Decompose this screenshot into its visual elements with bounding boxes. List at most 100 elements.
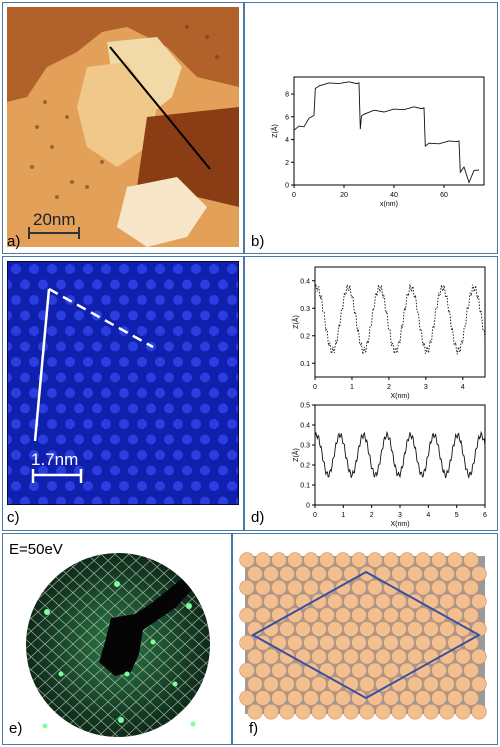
atom <box>327 593 343 610</box>
atom <box>319 552 335 568</box>
atom <box>391 648 407 665</box>
chart-d-bottom-plot-frame <box>314 404 486 506</box>
atom <box>271 579 287 596</box>
atom <box>447 690 463 706</box>
atom <box>367 662 383 679</box>
panel-c-label: c) <box>7 509 20 526</box>
atom <box>335 552 351 568</box>
atom <box>447 607 463 623</box>
atom <box>415 552 431 568</box>
atom <box>391 566 407 582</box>
chart-b-y-axis-label: Z(Å) <box>270 124 279 138</box>
chart-d-top-y-axis-label: Z(Å) <box>291 315 300 329</box>
atom <box>239 607 255 623</box>
atom <box>287 690 303 706</box>
atom <box>239 635 255 651</box>
atom <box>311 704 327 720</box>
panel-c: 1.7nm c) <box>2 256 244 531</box>
atom <box>463 552 479 568</box>
atom <box>311 621 327 637</box>
atom <box>471 566 487 582</box>
atom <box>391 593 407 610</box>
atom <box>271 635 287 651</box>
chart-d-top-x-tick-label: 2 <box>387 384 391 391</box>
atom <box>431 635 447 651</box>
chart-b-y-tick-label: 2 <box>285 160 289 167</box>
atom <box>447 579 463 596</box>
atom <box>455 676 471 692</box>
atom <box>367 579 383 596</box>
chart-b-x-tick-label: 0 <box>292 192 296 199</box>
atom <box>255 579 271 596</box>
atom <box>319 607 335 623</box>
leed-grid-line <box>26 553 152 737</box>
chart-d-bottom-y-tick-label: 0.1 <box>300 483 310 490</box>
atom <box>439 704 455 720</box>
atom <box>431 579 447 596</box>
leed-grid-line <box>78 553 210 737</box>
atom <box>447 552 463 568</box>
atom <box>239 662 255 679</box>
atom <box>439 621 455 637</box>
atom <box>423 704 439 720</box>
atom <box>343 648 359 665</box>
atom <box>463 579 479 596</box>
atom <box>255 607 271 623</box>
atom <box>455 593 471 610</box>
atom <box>463 690 479 706</box>
atom <box>335 635 351 651</box>
leed-grid-line <box>3 534 11 742</box>
chart-d-bottom-x-tick-label: 0 <box>313 512 317 519</box>
leed-energy-label: E=50eV <box>9 541 63 558</box>
atom <box>247 676 263 692</box>
chart-d-top-y-tick-label: 0.2 <box>300 333 310 340</box>
atom <box>303 552 319 568</box>
atom <box>327 704 343 720</box>
atom <box>431 662 447 679</box>
atom <box>471 648 487 665</box>
leed-grid-line <box>120 553 210 737</box>
atom <box>375 704 391 720</box>
atom <box>439 593 455 610</box>
chart-b-x-tick-label: 60 <box>440 192 448 199</box>
atom <box>407 648 423 665</box>
chart-b-plot-frame <box>293 76 485 186</box>
atom <box>263 566 279 582</box>
atom <box>439 566 455 582</box>
scalebar-c-label: 1.7nm <box>31 450 78 469</box>
chart-d-top-y-tick-label: 0.1 <box>300 361 310 368</box>
chart-b-y-tick-label: 4 <box>285 137 289 144</box>
atom <box>263 648 279 665</box>
atom <box>279 621 295 637</box>
atom <box>407 676 423 692</box>
atom <box>471 704 487 720</box>
atom <box>247 704 263 720</box>
chart-d-bottom-x-tick-label: 6 <box>483 512 487 519</box>
atom <box>287 579 303 596</box>
atom <box>471 676 487 692</box>
atom <box>375 593 391 610</box>
atom <box>247 566 263 582</box>
atom <box>343 621 359 637</box>
chart-d-bottom-y-axis-label: Z(Å) <box>291 448 300 462</box>
leed-grid-line <box>3 534 25 742</box>
chart-d-top-x-tick-label: 4 <box>461 384 465 391</box>
leed-grid-line <box>26 553 138 737</box>
atom <box>359 676 375 692</box>
chart-d-bottom-x-axis-label: X(nm) <box>390 521 409 528</box>
atom <box>359 704 375 720</box>
leed-grid-line <box>26 553 124 737</box>
chart-b-y-tick-label: 6 <box>285 114 289 121</box>
atom <box>239 579 255 596</box>
panel-e: E=50eV e) <box>2 533 232 745</box>
chart-d-bottom-x-tick-label: 3 <box>398 512 402 519</box>
atom <box>415 635 431 651</box>
unit-cell-outline <box>250 570 482 700</box>
leed-pattern-image: E=50eV <box>3 534 210 742</box>
atom <box>431 690 447 706</box>
atom <box>359 593 375 610</box>
atom <box>407 704 423 720</box>
atom <box>367 635 383 651</box>
chart-d-top-y-tick-label: 0.4 <box>300 278 310 285</box>
atom <box>343 566 359 582</box>
